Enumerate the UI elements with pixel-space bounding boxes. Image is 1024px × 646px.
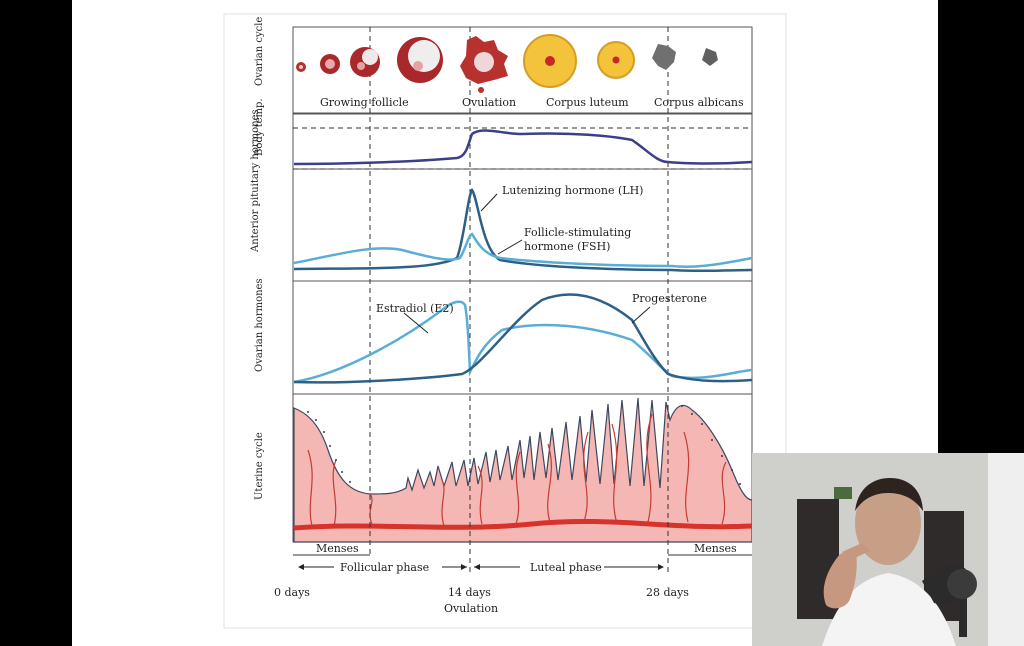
endometrium-illustration xyxy=(293,397,753,543)
label-estradiol: Estradiol (E2) xyxy=(376,302,454,315)
stage-growing-follicle: Growing follicle xyxy=(320,96,409,109)
axis-day-28: 28 days xyxy=(646,586,689,599)
stage-corpus-albicans: Corpus albicans xyxy=(654,96,744,109)
slide-canvas: Ovarian cycle Body temp. Anterior pituit… xyxy=(72,0,938,646)
stage-corpus-luteum: Corpus luteum xyxy=(546,96,629,109)
label-progesterone: Progesterone xyxy=(632,292,707,305)
label-fsh-line2: hormone (FSH) xyxy=(524,240,610,253)
body-temp-curve xyxy=(293,129,753,166)
follicle-illustrations xyxy=(296,34,718,93)
row-label-body-temp: Body temp. xyxy=(254,98,265,156)
row-label-ovarian-hormones: Ovarian hormones xyxy=(254,278,265,372)
row-label-ovarian-cycle: Ovarian cycle xyxy=(254,17,265,86)
fsh-curve xyxy=(293,232,753,268)
progesterone-curve xyxy=(293,293,753,384)
axis-day-0: 0 days xyxy=(274,586,310,599)
label-menses-start: Menses xyxy=(316,542,359,555)
menstrual-cycle-figure: Ovarian cycle Body temp. Anterior pituit… xyxy=(223,13,787,629)
presenter-video-icon xyxy=(752,453,1024,646)
label-menses-end: Menses xyxy=(694,542,737,555)
axis-day-14: 14 days xyxy=(448,586,491,599)
presenter-webcam xyxy=(752,453,1024,646)
label-lh: Lutenizing hormone (LH) xyxy=(502,184,643,197)
lh-curve xyxy=(293,187,753,273)
row-label-uterine: Uterine cycle xyxy=(254,432,265,500)
phase-guides xyxy=(293,27,752,575)
panel-ovarian-cycle xyxy=(292,26,753,114)
label-luteal-phase: Luteal phase xyxy=(530,561,602,574)
axis-ovulation: Ovulation xyxy=(444,602,498,615)
row-label-anterior-pituitary: Anterior pituitary hormones xyxy=(250,109,261,253)
stage-ovulation: Ovulation xyxy=(462,96,516,109)
label-follicular-phase: Follicular phase xyxy=(340,561,429,574)
label-fsh-line1: Follicle-stimulating xyxy=(524,226,631,239)
